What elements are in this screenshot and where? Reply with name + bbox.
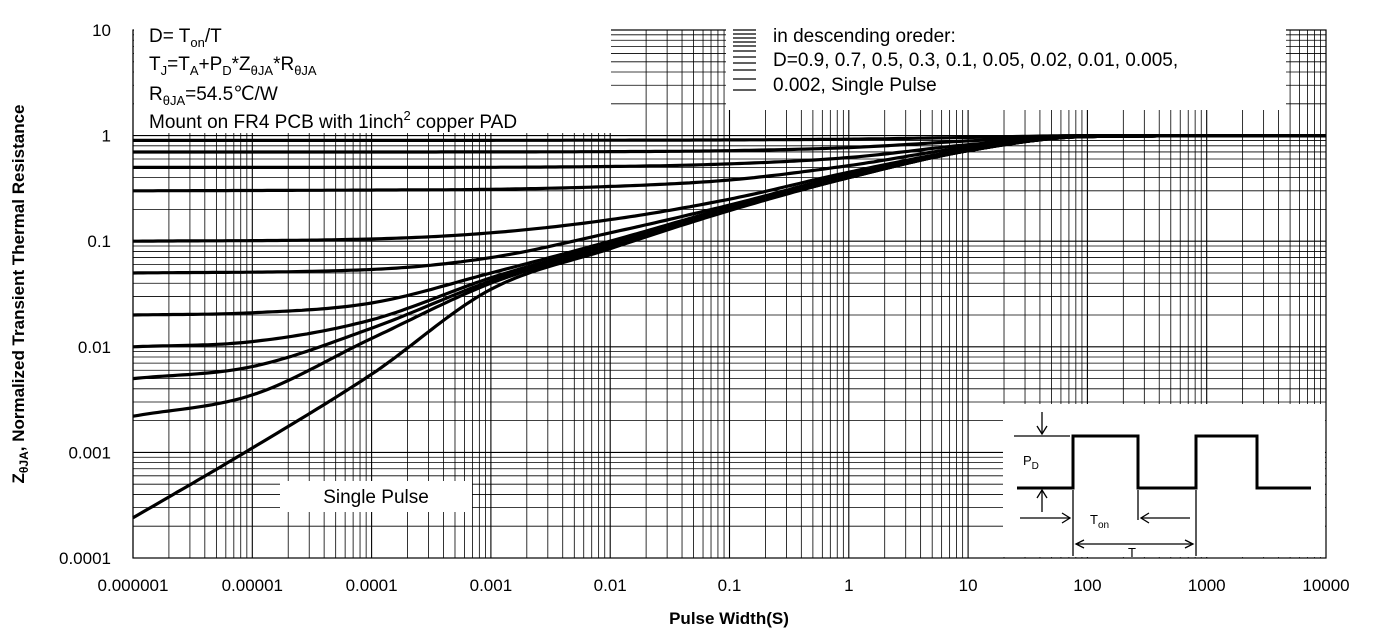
x-tick-label: 0.00001 (222, 576, 283, 595)
inset-ton-label: Ton (1090, 512, 1109, 531)
note-duty-definition: D= Ton/T (149, 26, 222, 50)
x-tick-labels: 0.000001 0.00001 0.0001 0.001 0.01 0.1 1 10 100 1… (98, 576, 1350, 595)
x-tick-label: 0.000001 (98, 576, 169, 595)
y-tick-label: 0.0001 (59, 549, 111, 568)
curve-single-pulse (132, 134, 1326, 520)
note-rthja: RθJA=54.5℃/W (149, 84, 278, 108)
ton-right-arrowhead (1139, 512, 1150, 524)
period-arrowhead-left (1074, 539, 1085, 549)
single-pulse-label: Single Pulse (323, 487, 429, 508)
period-arrowhead-right (1184, 539, 1195, 549)
y-tick-label: 0.1 (87, 232, 111, 251)
inset-background (1003, 404, 1325, 557)
y-tick-label: 0.001 (68, 443, 111, 462)
legend-box: in descending oreder: D=0.9, 0.7, 0.5, 0… (726, 18, 1286, 110)
x-tick-label: 0.01 (594, 576, 627, 595)
pulse-waveform (1017, 434, 1311, 490)
legend-line-2: D=0.9, 0.7, 0.5, 0.3, 0.1, 0.05, 0.02, 0… (773, 50, 1178, 71)
ton-left-arrowhead (1061, 512, 1072, 524)
legend-box-background (726, 18, 1286, 110)
curves (132, 134, 1326, 520)
x-tick-label: 10 (959, 576, 978, 595)
inset-pd-label: PD (1023, 453, 1039, 472)
x-tick-label: 1 (844, 576, 853, 595)
x-tick-label: 1000 (1188, 576, 1226, 595)
single-pulse-label-group: Single Pulse (280, 481, 472, 512)
x-tick-label: 10000 (1302, 576, 1349, 595)
legend-line-3: 0.002, Single Pulse (773, 75, 937, 96)
single-pulse-label-background (280, 481, 472, 512)
inset-period-label: T (1128, 545, 1136, 560)
pd-up-arrowhead (1036, 488, 1048, 499)
pulse-waveform-inset: PD Ton T (1003, 404, 1325, 560)
y-axis-title: ZθJA, Normalized Transient Thermal Resis… (9, 105, 31, 484)
x-tick-label: 100 (1073, 576, 1101, 595)
notes-box: D= Ton/T TJ=TA+PD*ZθJA*RθJA RθJA=54.5℃/W… (134, 15, 611, 133)
x-tick-label: 0.1 (718, 576, 742, 595)
y-tick-labels: 10 1 0.1 0.01 0.001 0.0001 (59, 21, 111, 568)
x-tick-label: 0.0001 (346, 576, 398, 595)
legend-line-samples (733, 29, 756, 91)
note-junction-temperature: TJ=TA+PD*ZθJA*RθJA (149, 54, 317, 78)
legend-line-1: in descending oreder: (773, 26, 956, 47)
y-tick-label: 1 (102, 127, 111, 146)
note-mounting: Mount on FR4 PCB with 1inch2 copper PAD (149, 108, 517, 133)
notes-box-background (134, 15, 611, 133)
pd-down-arrowhead (1036, 425, 1048, 436)
x-axis-title: Pulse Width(S) (669, 609, 789, 628)
y-tick-label: 10 (92, 21, 111, 40)
x-tick-label: 0.001 (470, 576, 513, 595)
y-tick-label: 0.01 (78, 338, 111, 357)
